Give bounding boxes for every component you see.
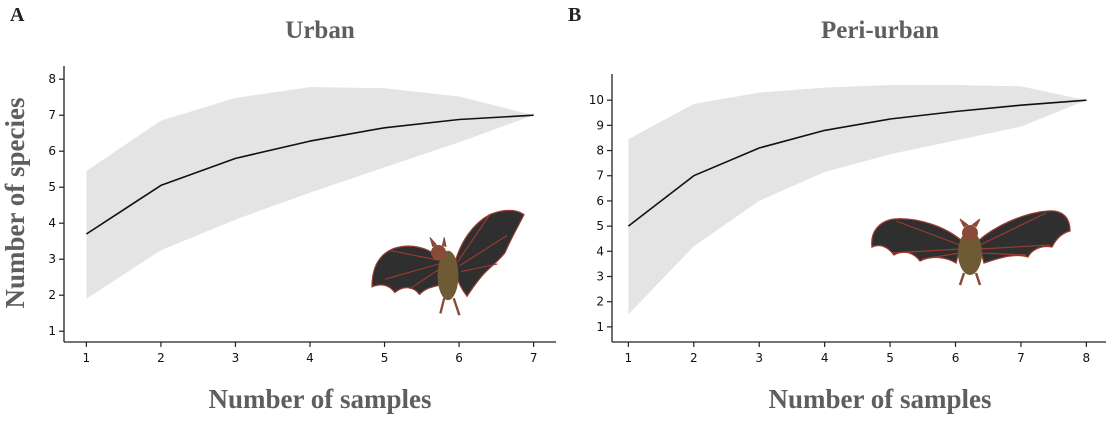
bat-head [962, 225, 978, 241]
rarefaction-curve-urban [85, 114, 534, 235]
x-tick-label-urban-3: 3 [232, 351, 240, 365]
y-tick-label-urban-8: 8 [48, 72, 56, 86]
x-tick-label-peri-urban-8: 8 [1083, 351, 1091, 365]
x-axis-title-peri-urban: Number of samples [768, 384, 991, 414]
bat-legs [439, 297, 461, 316]
x-tick-label-peri-urban-4: 4 [821, 351, 829, 365]
y-axis-title: Number of species [0, 98, 30, 309]
y-tick-label-peri-urban-8: 8 [596, 144, 604, 158]
confidence-band-urban [86, 87, 534, 299]
x-tick-label-urban-1: 1 [83, 351, 91, 365]
bat-illustration-peri-urban [871, 210, 1071, 286]
y-tick-label-peri-urban-3: 3 [596, 270, 604, 284]
bat-head [430, 245, 447, 261]
bat-illustration-urban [371, 209, 525, 316]
y-tick-label-peri-urban-9: 9 [596, 118, 604, 132]
panel-peri-urban: B Peri-urban Number of samples 1 2 3 4 5 6 7 8 9… [568, 4, 1106, 414]
axes-urban: 1 2 3 4 5 6 7 8 1 2 3 4 5 6 7 [48, 66, 556, 365]
panel-urban: A Urban Number of species Number of samp… [0, 4, 556, 414]
series-line-urban-0 [85, 114, 534, 235]
y-tick-label-peri-urban-10: 10 [589, 93, 604, 107]
x-tick-label-peri-urban-7: 7 [1017, 351, 1025, 365]
x-tick-label-peri-urban-1: 1 [625, 351, 633, 365]
y-tick-label-peri-urban-5: 5 [596, 219, 604, 233]
panel-letter-a: A [10, 4, 25, 26]
confidence-band-peri-urban [628, 85, 1087, 315]
bat-right-wing [977, 210, 1071, 264]
y-tick-label-peri-urban-6: 6 [596, 194, 604, 208]
panel-title-peri-urban: Peri-urban [821, 17, 939, 44]
y-tick-label-urban-1: 1 [48, 324, 56, 338]
x-tick-label-peri-urban-3: 3 [755, 351, 763, 365]
y-tick-label-urban-7: 7 [48, 108, 56, 122]
band-area-urban [86, 87, 534, 299]
x-tick-label-peri-urban-6: 6 [952, 351, 960, 365]
panel-title-urban: Urban [285, 17, 355, 44]
x-tick-label-urban-4: 4 [306, 351, 314, 365]
bat-legs [958, 272, 982, 286]
x-tick-label-urban-7: 7 [530, 351, 538, 365]
y-tick-label-urban-6: 6 [48, 144, 56, 158]
series-line-peri-urban-0 [627, 99, 1087, 227]
bat-body [958, 231, 982, 275]
bat-right-wing-bones [457, 214, 508, 273]
x-tick-label-peri-urban-2: 2 [690, 351, 698, 365]
y-tick-label-urban-2: 2 [48, 288, 56, 302]
bat-wing-bones [891, 212, 1051, 260]
rarefaction-curve-peri-urban [627, 99, 1087, 227]
x-tick-label-urban-6: 6 [455, 351, 463, 365]
y-tick-label-urban-3: 3 [48, 252, 56, 266]
x-tick-label-peri-urban-5: 5 [886, 351, 894, 365]
y-tick-label-urban-5: 5 [48, 180, 56, 194]
bat-right-wing [454, 209, 525, 298]
y-tick-label-peri-urban-4: 4 [596, 244, 604, 258]
x-tick-label-urban-2: 2 [157, 351, 165, 365]
bat-body [437, 250, 459, 301]
bat-ears [959, 218, 981, 228]
bat-left-wing [371, 245, 442, 296]
x-tick-label-urban-5: 5 [381, 351, 389, 365]
y-tick-label-peri-urban-2: 2 [596, 295, 604, 309]
x-axis-title-urban: Number of samples [208, 384, 431, 414]
bat-left-wing-bones [385, 250, 439, 290]
axes-peri-urban: 1 2 3 4 5 6 7 8 9 10 1 2 3 4 5 6 7 8 [589, 74, 1106, 365]
band-area-peri-urban [628, 85, 1087, 315]
panel-letter-b: B [568, 4, 581, 26]
y-tick-label-peri-urban-7: 7 [596, 169, 604, 183]
bat-ears [429, 237, 447, 248]
y-tick-label-urban-4: 4 [48, 216, 56, 230]
y-tick-label-peri-urban-1: 1 [596, 320, 604, 334]
